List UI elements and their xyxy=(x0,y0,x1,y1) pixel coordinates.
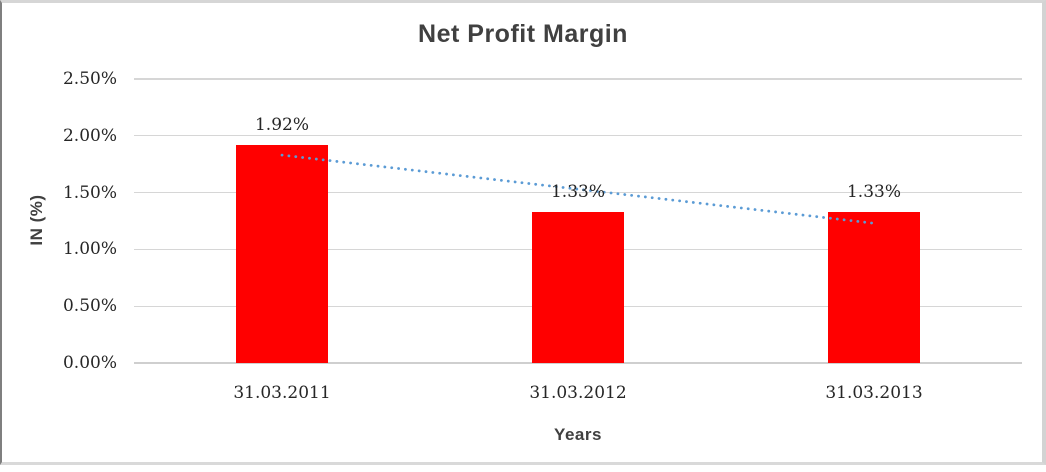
x-axis-line xyxy=(134,362,1022,364)
y-tick-label: 2.50% xyxy=(62,69,117,89)
bar xyxy=(532,211,624,363)
x-category-label: 31.03.2011 xyxy=(233,383,331,403)
x-category-label: 31.03.2013 xyxy=(825,383,923,403)
y-tick-label: 2.00% xyxy=(62,125,117,146)
bar-data-label: 1.33% xyxy=(550,181,605,202)
x-axis-title: Years xyxy=(554,425,602,444)
y-tick-label: 1.00% xyxy=(62,239,117,260)
y-tick-label: 1.50% xyxy=(62,182,117,203)
gridline xyxy=(134,135,1022,137)
gridline xyxy=(134,191,1022,194)
bar-data-label: 1.33% xyxy=(846,181,901,202)
gridline xyxy=(134,78,1022,80)
bar xyxy=(236,144,328,363)
x-category-label: 31.03.2012 xyxy=(529,383,627,403)
bar xyxy=(828,211,920,363)
y-axis-title-text: IN (%) xyxy=(27,194,46,246)
y-tick-label: 0.00% xyxy=(62,353,117,373)
bar-data-label: 1.92% xyxy=(254,114,309,135)
chart-title: Net Profit Margin xyxy=(418,20,628,48)
y-tick-label: 0.50% xyxy=(62,296,117,317)
